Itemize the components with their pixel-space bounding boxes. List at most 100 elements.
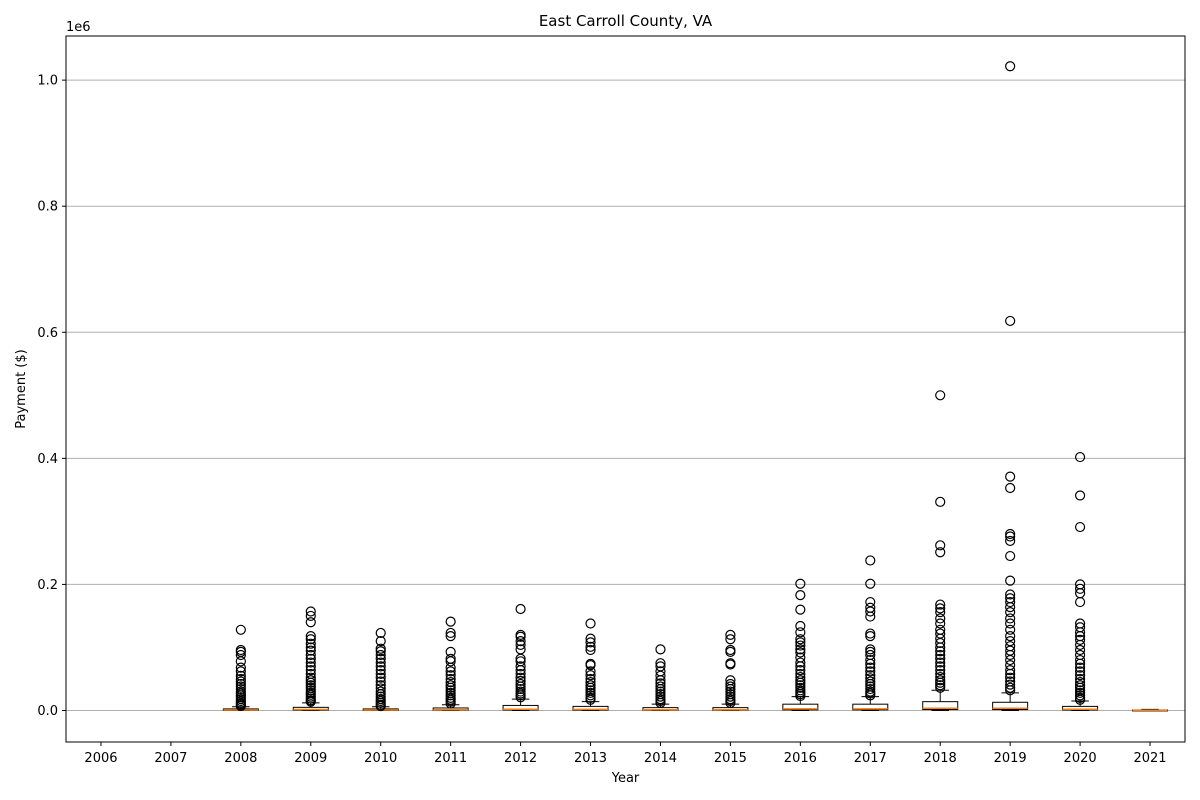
outlier-point (795, 665, 806, 676)
outlier-point (1074, 694, 1086, 705)
outlier-point (795, 647, 806, 658)
outlier-point (795, 604, 806, 615)
x-tick-label: 2020 (1064, 751, 1097, 766)
outlier-point (235, 673, 246, 685)
iqr-box (782, 703, 819, 711)
outlier-point (585, 682, 596, 693)
outlier-point (795, 644, 806, 655)
outlier-point (585, 694, 596, 705)
x-tick-label: 2017 (854, 751, 887, 766)
outlier-point (795, 627, 806, 638)
outlier-point (795, 675, 806, 686)
outlier-point (795, 671, 806, 683)
outlier-point (375, 672, 386, 683)
iqr-box (572, 705, 609, 711)
outlier-point (725, 646, 736, 657)
outlier-point (655, 691, 666, 702)
outlier-point (935, 665, 946, 676)
outlier-point (795, 578, 806, 589)
outlier-point (1074, 490, 1086, 501)
outlier-point (1005, 613, 1016, 624)
outlier-point (515, 665, 526, 676)
outlier-point (1005, 685, 1016, 696)
outlier-point (445, 680, 456, 691)
outlier-point (795, 657, 806, 668)
outlier-point (375, 643, 386, 654)
outlier-point (235, 676, 246, 687)
outlier-point (865, 606, 876, 617)
outlier-point (235, 649, 246, 661)
outlier-point (445, 627, 456, 639)
outlier-point (935, 613, 946, 624)
outlier-point (445, 666, 456, 677)
x-ticks: 2006 2007 2008 2009 2010 2011 2012 2013 2014 2015… (84, 742, 1167, 766)
outlier-point (515, 639, 526, 651)
outlier-point (1074, 670, 1086, 681)
box-2019 (992, 61, 1029, 711)
y-offset-label: 1e6 (66, 20, 91, 35)
outlier-point (1074, 451, 1086, 463)
outlier-point (305, 642, 316, 653)
outlier-point (795, 640, 806, 651)
outlier-point (235, 670, 246, 681)
outlier-point (655, 670, 666, 681)
box-2013 (572, 618, 609, 711)
outlier-point (655, 658, 666, 669)
outlier-point (935, 677, 946, 688)
outlier-point (725, 697, 736, 709)
outlier-point (795, 634, 806, 645)
outlier-point (1074, 639, 1086, 651)
x-tick-label: 2019 (994, 751, 1027, 766)
outlier-point (1005, 61, 1016, 72)
box-2009 (292, 606, 329, 711)
outlier-point (585, 644, 596, 656)
y-tick-label: 0.0 (37, 704, 58, 719)
x-tick-label: 2021 (1133, 751, 1166, 766)
outlier-point (795, 690, 806, 702)
outlier-point (1005, 649, 1016, 661)
x-tick-label: 2013 (574, 751, 607, 766)
outlier-point (375, 683, 386, 694)
iqr-box (992, 701, 1029, 711)
outlier-point (1074, 583, 1086, 594)
outlier-point (375, 665, 386, 676)
outlier-point (1074, 687, 1086, 698)
outlier-point (795, 637, 806, 648)
outlier-point (1005, 589, 1016, 600)
outlier-point (445, 662, 456, 673)
outlier-point (655, 678, 666, 689)
x-tick-label: 2009 (294, 751, 327, 766)
outlier-point (1005, 679, 1016, 690)
outlier-point (1005, 575, 1016, 586)
outlier-point (935, 680, 946, 691)
outlier-point (235, 656, 246, 667)
outlier-point (725, 683, 736, 695)
outlier-point (1074, 682, 1086, 693)
outlier-point (515, 675, 526, 686)
outlier-point (305, 610, 316, 622)
outlier-point (655, 644, 666, 655)
outlier-point (795, 682, 806, 693)
box-2008 (222, 624, 259, 712)
outlier-point (375, 661, 386, 672)
outlier-point (1074, 644, 1086, 656)
outlier-point (935, 671, 946, 683)
outlier-point (585, 690, 596, 701)
outlier-point (1074, 658, 1086, 669)
outlier-point (935, 390, 946, 401)
outlier-point (375, 657, 386, 668)
x-tick-label: 2010 (364, 751, 397, 766)
outlier-point (935, 661, 946, 672)
outlier-point (585, 687, 596, 698)
outlier-point (585, 666, 596, 677)
boxes (222, 61, 1169, 712)
outlier-point (515, 668, 526, 680)
box-2018 (922, 390, 959, 711)
outlier-point (935, 603, 946, 614)
outlier-point (935, 547, 946, 558)
outlier-point (795, 661, 806, 672)
y-ticks: 0.0 0.2 0.4 0.6 0.8 1.0 (37, 74, 66, 719)
outlier-point (305, 630, 316, 642)
outlier-point (865, 690, 876, 701)
